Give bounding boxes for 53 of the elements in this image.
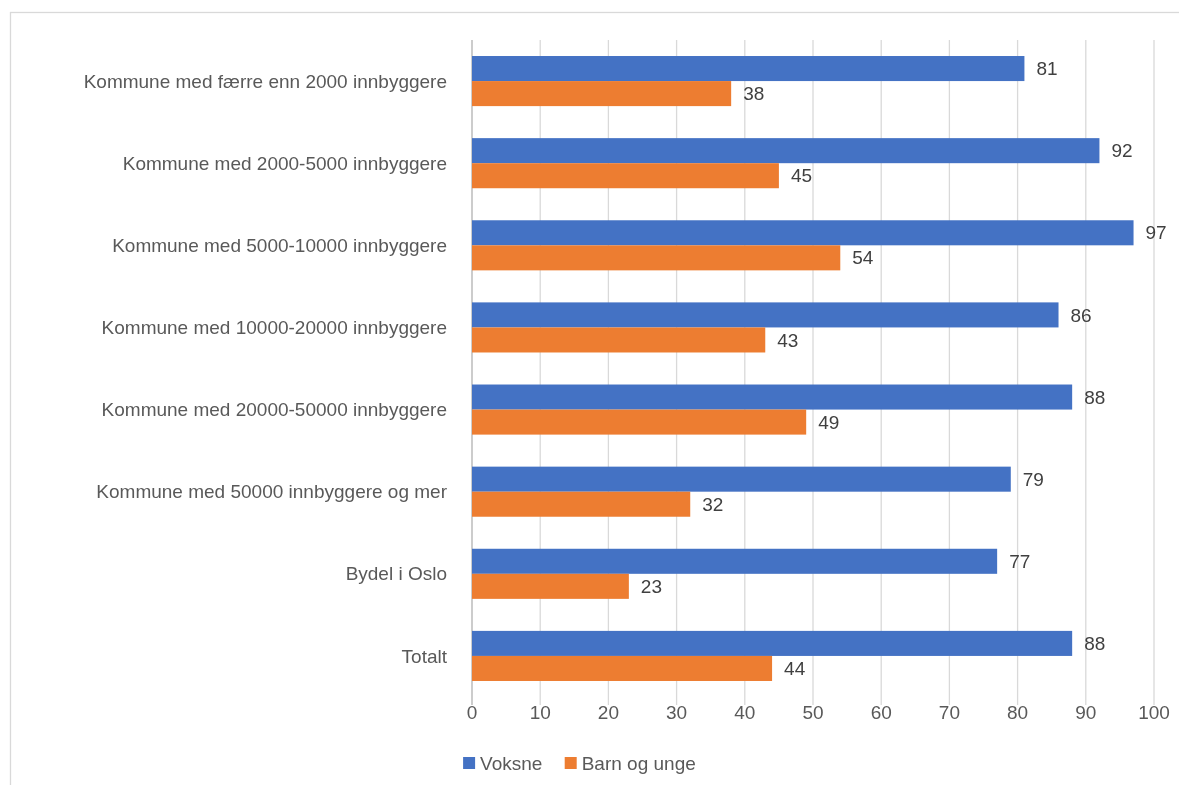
data-label: 81 [1036,58,1058,80]
data-label: 38 [743,83,765,105]
bar [472,409,807,435]
x-tick-label: 100 [1138,701,1170,723]
y-tick-label: Kommune med 50000 innbyggere og mer [96,481,448,503]
data-label: 49 [818,411,840,433]
y-tick-label: Kommune med 10000-20000 innbyggere [101,317,447,339]
data-label: 86 [1070,304,1092,326]
bar [472,655,773,681]
bar [472,384,1073,410]
x-tick-label: 40 [734,701,756,723]
data-label: 79 [1022,468,1044,490]
x-tick-label: 90 [1075,701,1097,723]
bar [472,491,691,517]
bar [472,630,1073,656]
x-tick-label: 20 [597,701,619,723]
data-label: 92 [1111,140,1133,162]
legend-label: Barn og unge [581,752,696,774]
x-tick-label: 30 [666,701,688,723]
data-label: 54 [852,247,874,269]
bar [472,466,1011,492]
data-label: 88 [1084,386,1106,408]
x-tick-label: 0 [466,701,478,723]
data-label: 45 [790,165,813,187]
x-tick-label: 10 [529,701,551,723]
bar [472,138,1100,164]
data-label: 44 [784,658,806,680]
bar [472,56,1025,82]
x-tick-label: 60 [870,701,892,723]
data-label: 23 [640,575,662,597]
bar [472,220,1134,246]
data-label: 43 [777,329,799,351]
y-tick-label: Totalt [401,645,448,667]
y-tick-label: Kommune med 2000-5000 innbyggere [122,152,447,174]
bar [472,548,998,574]
x-tick-label: 50 [802,701,824,723]
y-tick-label: Kommune med 20000-50000 innbyggere [101,399,447,421]
bar [472,245,841,271]
data-label: 32 [702,493,724,515]
data-label: 88 [1084,633,1106,655]
bar [472,327,766,353]
bar [472,81,732,107]
y-tick-label: Kommune med færre enn 2000 innbyggere [83,70,447,92]
bar [472,163,779,189]
y-tick-label: Kommune med 5000-10000 innbyggere [112,234,447,256]
legend-label: Voksne [480,752,543,774]
x-tick-label: 80 [1007,701,1029,723]
bar [472,302,1059,328]
y-tick-label: Bydel i Oslo [345,563,447,585]
x-tick-label: 70 [938,701,960,723]
data-label: 97 [1145,222,1167,244]
bar [472,573,629,599]
data-label: 77 [1009,550,1031,572]
